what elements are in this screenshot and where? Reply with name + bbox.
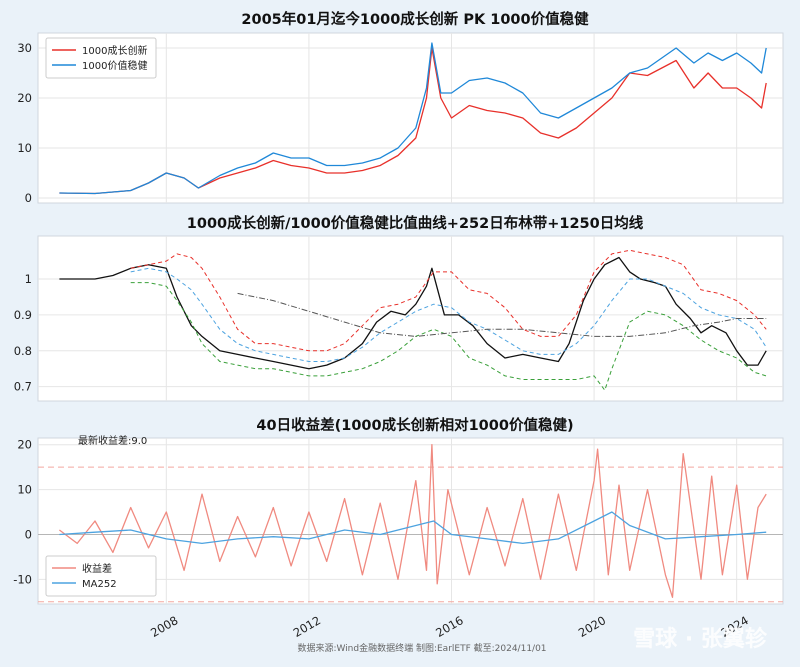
chart-annotation: 最新收益差:9.0: [78, 434, 147, 447]
x-tick-label: 2016: [433, 613, 465, 640]
series-line: [130, 249, 767, 352]
y-tick-label: 0.7: [14, 380, 32, 394]
watermark: 雪球 · 张翼轸: [633, 626, 768, 652]
legend-label: 1000成长创新: [82, 44, 147, 57]
legend-box: [45, 37, 157, 79]
series-line: [59, 42, 767, 195]
y-tick-label: 0: [25, 191, 32, 205]
legend-label: MA252: [82, 579, 117, 590]
series-line: [130, 282, 767, 391]
y-tick-label: 1: [25, 272, 32, 286]
series-line: [237, 292, 767, 337]
panel-1-performance: 2005年01月迄今1000成长创新 PK 1000价值稳健 0 10 20 30 100…: [17, 10, 784, 205]
y-tick-label: 0.8: [14, 344, 32, 358]
panel-2-ratio: 1000成长创新/1000价值稳健比值曲线+252日布林带+1250日均线 0.7…: [14, 214, 784, 402]
x-tick-label: 2008: [148, 613, 180, 640]
legend-label: 收益差: [82, 562, 112, 575]
y-tick-label: 20: [17, 91, 32, 105]
plot-area: [37, 235, 784, 402]
legend-label: 1000价值稳健: [82, 59, 147, 72]
series-line: [59, 511, 767, 545]
series-line: [130, 267, 767, 362]
y-tick-label: 10: [17, 483, 32, 497]
series-line: [59, 47, 767, 195]
legend-box: [45, 555, 157, 597]
series-line: [59, 444, 767, 598]
chart-title: 40日收益差(1000成长创新相对1000价值稳健): [256, 416, 573, 434]
y-tick-label: 0: [25, 527, 32, 541]
chart-title: 2005年01月迄今1000成长创新 PK 1000价值稳健: [241, 10, 589, 28]
footer-source: 数据来源:Wind金融数据终端 制图:EarlETF 截至:2024/11/01: [297, 642, 546, 654]
x-tick-label: 2012: [291, 613, 323, 640]
y-tick-label: 0.9: [14, 308, 32, 322]
y-tick-label: 30: [17, 41, 32, 55]
y-tick-label: 10: [17, 141, 32, 155]
panel-3-return-spread: 40日收益差(1000成长创新相对1000价值稳健) -10 0 10 20 收益差 MA2…: [13, 416, 784, 640]
y-tick-label: 20: [17, 438, 32, 452]
x-tick-label: 2020: [576, 613, 608, 640]
y-tick-label: -10: [13, 572, 32, 586]
chart-title: 1000成长创新/1000价值稳健比值曲线+252日布林带+1250日均线: [187, 214, 644, 232]
